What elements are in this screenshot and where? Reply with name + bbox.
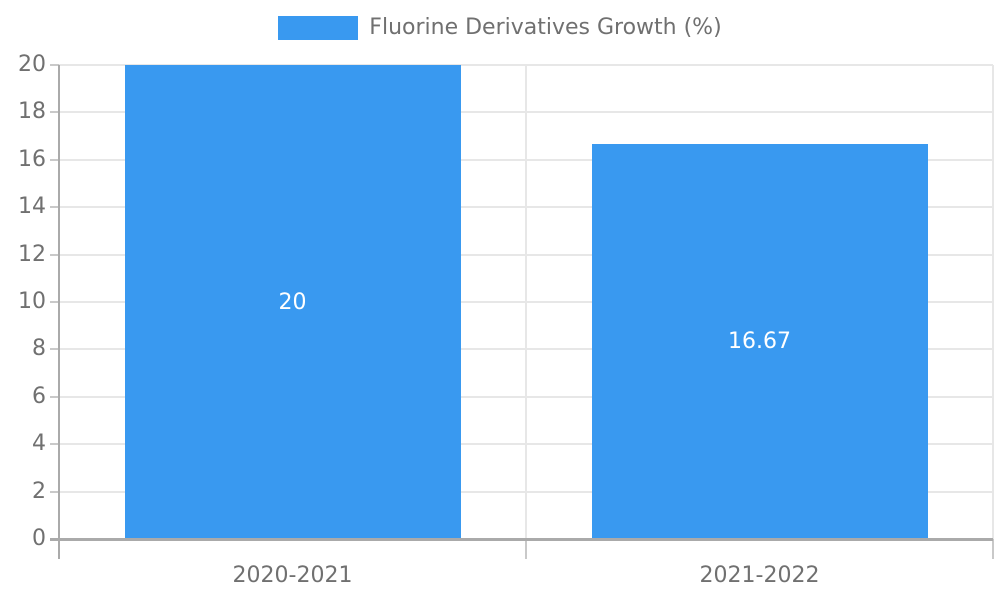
y-tick-label: 12	[18, 241, 46, 267]
y-tick-label: 18	[18, 99, 46, 125]
y-tick-label: 10	[18, 289, 46, 314]
bar: 16.67	[591, 143, 928, 539]
y-tick-label: 20	[18, 52, 46, 77]
y-tick-label: 16	[18, 146, 46, 172]
x-gridline	[525, 65, 527, 539]
y-tick	[50, 348, 59, 351]
y-tick-label: 2	[32, 478, 46, 504]
legend-swatch	[278, 15, 359, 40]
y-tick	[50, 206, 59, 209]
y-tick	[50, 111, 59, 114]
y-tick	[50, 64, 59, 66]
y-tick	[50, 253, 59, 256]
y-tick	[50, 443, 59, 446]
x-tick	[992, 539, 994, 559]
x-axis-line	[50, 538, 993, 541]
y-tick-label: 14	[18, 194, 46, 220]
legend: Fluorine Derivatives Growth (%)	[0, 15, 1000, 40]
y-tick-label: 0	[32, 526, 46, 551]
bar: 20	[124, 65, 461, 539]
y-tick	[50, 395, 59, 398]
x-tick	[525, 539, 527, 559]
x-gridline	[992, 65, 994, 539]
y-tick	[50, 301, 59, 303]
bar-value-label: 20	[278, 289, 307, 315]
y-tick-label: 8	[32, 336, 46, 362]
legend-label: Fluorine Derivatives Growth (%)	[369, 15, 722, 40]
y-axis-line	[58, 65, 60, 559]
x-category-label: 2021-2022	[699, 563, 820, 588]
y-tick	[50, 158, 59, 161]
x-category-label: 2020-2021	[232, 563, 353, 588]
y-tick-label: 4	[32, 431, 46, 457]
y-tick-label: 6	[32, 383, 46, 409]
bar-value-label: 16.67	[728, 328, 791, 354]
y-tick	[50, 490, 59, 493]
